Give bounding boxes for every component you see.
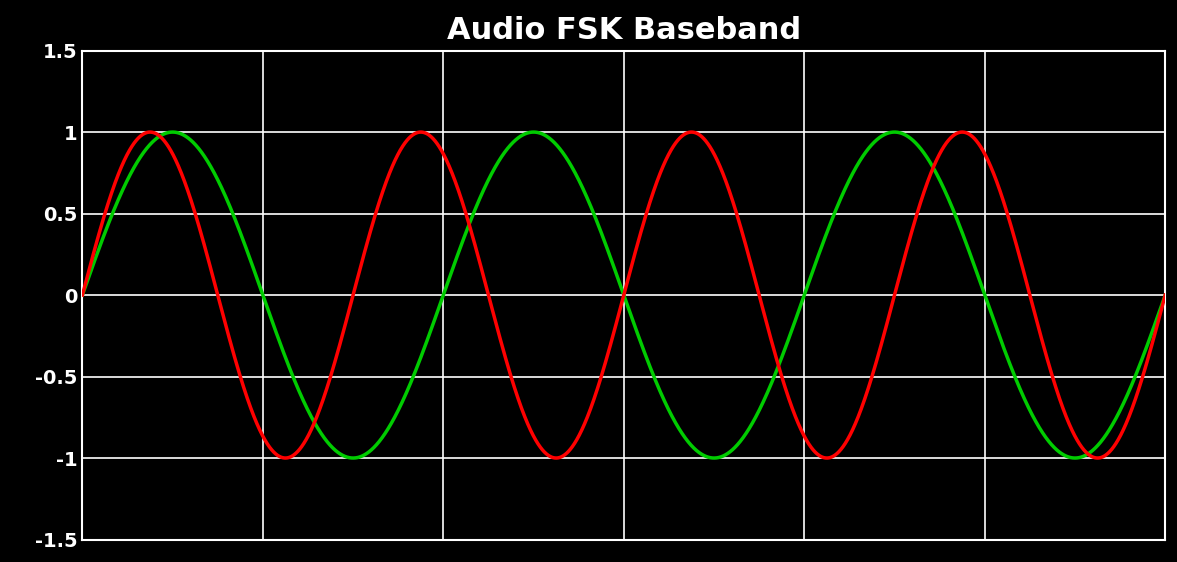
Title: Audio FSK Baseband: Audio FSK Baseband <box>447 16 800 46</box>
